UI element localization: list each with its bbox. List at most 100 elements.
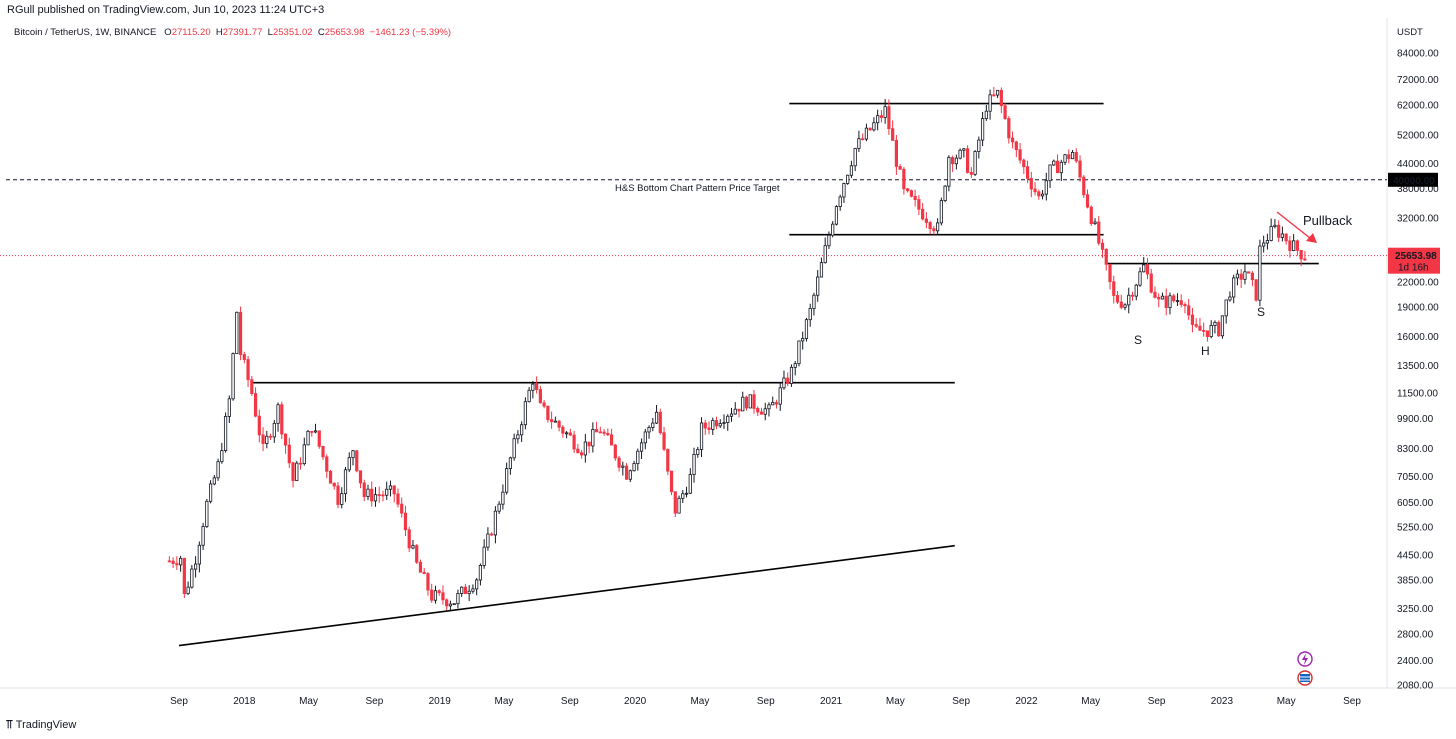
candle xyxy=(452,603,456,606)
open-value: 27115.20 xyxy=(171,27,211,38)
candle-body xyxy=(373,494,378,502)
candle xyxy=(658,408,662,435)
candle xyxy=(287,437,291,468)
tradingview-footer[interactable]: ⫪ TradingView xyxy=(6,717,76,732)
candle-body xyxy=(1070,152,1075,160)
trendline-line[interactable] xyxy=(178,544,955,647)
time-axis[interactable]: Sep 2018 May Sep 2019 May Sep 2020 May Sep 2021 May… xyxy=(170,696,1361,707)
candle xyxy=(958,148,962,160)
candle-body xyxy=(538,389,542,404)
candle-body xyxy=(827,234,831,247)
candle xyxy=(1277,220,1281,243)
event-lightning-icon[interactable] xyxy=(1297,651,1313,667)
candle-body xyxy=(1119,301,1123,308)
symbol-name[interactable]: Bitcoin / TetherUS, 1W, BINANCE xyxy=(14,27,157,38)
candle-body xyxy=(887,106,891,130)
candle-body xyxy=(302,444,306,465)
candle xyxy=(726,414,730,431)
candle-body xyxy=(939,200,943,224)
candle-body xyxy=(1284,233,1288,242)
candle xyxy=(295,460,299,481)
candle xyxy=(1127,287,1131,314)
time-tick-label: Sep xyxy=(1148,696,1166,707)
candle-body xyxy=(437,590,441,594)
candle-body xyxy=(343,469,348,495)
price-axis[interactable]: 84000.00 72000.00 62000.00 52000.00 44000.00… xyxy=(1388,49,1440,692)
candle xyxy=(257,409,261,443)
candle-body xyxy=(306,430,310,446)
candle xyxy=(992,87,996,97)
candle-body xyxy=(1194,324,1198,327)
candle xyxy=(1269,218,1273,242)
candle xyxy=(872,117,876,132)
candle xyxy=(624,463,629,480)
candle-body xyxy=(609,434,614,446)
candle xyxy=(789,364,794,387)
candle-body xyxy=(658,411,662,434)
candle xyxy=(906,187,910,193)
candle-body xyxy=(422,571,426,574)
candle xyxy=(763,402,767,421)
candle-body xyxy=(909,190,913,197)
candle xyxy=(205,498,209,528)
candle-body xyxy=(553,420,557,423)
candle-body xyxy=(587,441,591,447)
candle xyxy=(797,340,801,367)
time-tick-label: May xyxy=(495,696,514,707)
candle-body xyxy=(1217,321,1221,337)
candle-body xyxy=(1078,160,1082,178)
candle-body xyxy=(999,89,1003,107)
candle-body xyxy=(1104,248,1108,265)
candle xyxy=(1303,251,1307,261)
candle-body xyxy=(583,441,587,456)
candle xyxy=(231,352,235,401)
candle xyxy=(463,583,468,595)
candle xyxy=(1003,103,1007,120)
candle xyxy=(917,195,921,216)
high-value: 27391.77 xyxy=(222,27,263,38)
candle-body xyxy=(1179,300,1183,305)
drawings[interactable] xyxy=(0,102,1387,647)
candle xyxy=(1059,159,1063,181)
candle xyxy=(377,486,381,503)
candle-body xyxy=(1247,271,1251,274)
candle xyxy=(980,111,985,147)
candle xyxy=(1119,294,1123,310)
candle xyxy=(328,469,333,484)
candle-body xyxy=(1172,295,1176,302)
candle xyxy=(1288,235,1292,258)
candle-body xyxy=(310,430,314,433)
candle xyxy=(220,442,224,464)
candle-body xyxy=(823,245,827,264)
candle-body xyxy=(235,311,239,355)
candle xyxy=(666,448,670,476)
candle xyxy=(718,419,722,428)
time-tick-label: 2022 xyxy=(1015,696,1038,707)
candle xyxy=(471,584,475,594)
candle xyxy=(355,450,359,473)
time-tick-label: Sep xyxy=(757,696,775,707)
candle-body xyxy=(872,122,876,131)
candle xyxy=(411,540,415,550)
candle-body xyxy=(516,434,520,440)
candle xyxy=(823,237,827,264)
candle-body xyxy=(767,404,771,410)
candle-body xyxy=(1033,188,1037,193)
candle-body xyxy=(182,557,186,595)
candle-body xyxy=(1228,296,1232,301)
candle-body xyxy=(1055,160,1060,174)
event-flag-icon[interactable] xyxy=(1297,670,1313,686)
candle-body xyxy=(272,422,276,438)
candle xyxy=(591,422,595,453)
candle-body xyxy=(193,563,198,570)
bar-countdown: 1d 16h xyxy=(1398,263,1429,274)
candle-body xyxy=(1292,240,1296,251)
candle-body xyxy=(838,196,842,208)
candle xyxy=(321,445,325,460)
candle xyxy=(246,355,250,387)
candle-body xyxy=(497,503,501,512)
candle xyxy=(966,145,970,174)
candle-body xyxy=(692,454,696,475)
candle-body xyxy=(842,183,846,198)
